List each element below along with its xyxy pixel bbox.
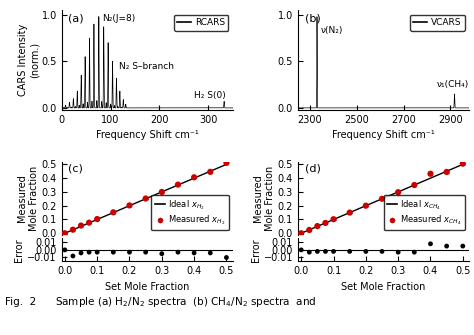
Y-axis label: Measured
Mole Fraction: Measured Mole Fraction bbox=[17, 165, 38, 231]
Point bbox=[69, 253, 77, 259]
Text: H₂ S(0): H₂ S(0) bbox=[194, 91, 226, 99]
Point bbox=[378, 196, 386, 201]
Point bbox=[61, 247, 69, 253]
Point bbox=[322, 220, 329, 225]
Point bbox=[314, 223, 321, 229]
Point bbox=[427, 171, 434, 177]
Point bbox=[410, 250, 418, 255]
Text: ν(N₂): ν(N₂) bbox=[320, 26, 343, 36]
Point bbox=[330, 249, 337, 254]
Text: (d): (d) bbox=[305, 164, 321, 174]
Point bbox=[362, 249, 370, 254]
Legend: Ideal $x_{CH_4}$, Measured $x_{CH_4}$: Ideal $x_{CH_4}$, Measured $x_{CH_4}$ bbox=[383, 195, 465, 230]
Point bbox=[443, 169, 450, 175]
Point bbox=[93, 216, 101, 222]
Point bbox=[394, 190, 402, 195]
Point bbox=[394, 250, 402, 255]
Point bbox=[378, 249, 386, 254]
Text: (b): (b) bbox=[305, 13, 320, 23]
Point bbox=[459, 244, 466, 249]
Point bbox=[109, 250, 117, 255]
Legend: Ideal $x_{H_2}$, Measured $x_{H_2}$: Ideal $x_{H_2}$, Measured $x_{H_2}$ bbox=[151, 195, 229, 230]
Point bbox=[158, 251, 165, 256]
Point bbox=[109, 210, 117, 215]
Text: N₂ S–branch: N₂ S–branch bbox=[119, 62, 174, 71]
Point bbox=[126, 250, 133, 255]
Point bbox=[207, 250, 214, 256]
Point bbox=[77, 250, 85, 256]
Point bbox=[314, 249, 321, 254]
Point bbox=[297, 247, 305, 253]
Point bbox=[142, 196, 149, 201]
Point bbox=[69, 227, 77, 232]
Point bbox=[223, 255, 230, 260]
Y-axis label: Measured
Mole Fraction: Measured Mole Fraction bbox=[254, 165, 275, 231]
Point bbox=[443, 244, 450, 249]
Y-axis label: CARS Intensity
(norm.): CARS Intensity (norm.) bbox=[18, 24, 40, 96]
Point bbox=[142, 250, 149, 255]
Point bbox=[306, 227, 313, 232]
Point bbox=[306, 250, 313, 255]
Point bbox=[322, 249, 329, 254]
Text: (a): (a) bbox=[68, 13, 84, 23]
Point bbox=[126, 203, 133, 208]
Point bbox=[346, 249, 354, 254]
Point bbox=[93, 250, 101, 255]
Point bbox=[346, 210, 354, 215]
Point bbox=[191, 250, 198, 256]
Text: N₂(J=8): N₂(J=8) bbox=[102, 14, 136, 23]
X-axis label: Frequency Shift cm⁻¹: Frequency Shift cm⁻¹ bbox=[332, 130, 435, 140]
Point bbox=[297, 230, 305, 236]
Point bbox=[174, 250, 182, 255]
Point bbox=[427, 241, 434, 247]
Y-axis label: Error: Error bbox=[251, 238, 261, 262]
Point bbox=[330, 216, 337, 222]
Point bbox=[77, 223, 85, 228]
Point bbox=[207, 169, 214, 175]
X-axis label: Set Mole Fraction: Set Mole Fraction bbox=[105, 282, 190, 292]
Legend: VCARS: VCARS bbox=[410, 14, 465, 31]
Point bbox=[85, 250, 93, 255]
Point bbox=[362, 203, 370, 208]
Text: (c): (c) bbox=[68, 164, 83, 174]
Y-axis label: Error: Error bbox=[15, 238, 25, 262]
Point bbox=[61, 230, 69, 236]
Text: Fig.  2: Fig. 2 bbox=[5, 297, 36, 307]
Point bbox=[158, 189, 165, 195]
Text: ν₁(CH₄): ν₁(CH₄) bbox=[437, 80, 469, 89]
Text: Sample (a) H$_2$/N$_2$ spectra  (b) CH$_4$/N$_2$ spectra  and: Sample (a) H$_2$/N$_2$ spectra (b) CH$_4… bbox=[55, 295, 316, 309]
X-axis label: Set Mole Fraction: Set Mole Fraction bbox=[341, 282, 426, 292]
Point bbox=[85, 220, 93, 225]
Point bbox=[223, 160, 230, 165]
Point bbox=[174, 182, 182, 187]
Legend: RCARS: RCARS bbox=[174, 14, 228, 31]
Point bbox=[459, 161, 466, 166]
Point bbox=[410, 182, 418, 188]
X-axis label: Frequency Shift cm⁻¹: Frequency Shift cm⁻¹ bbox=[96, 130, 199, 140]
Point bbox=[191, 175, 198, 180]
